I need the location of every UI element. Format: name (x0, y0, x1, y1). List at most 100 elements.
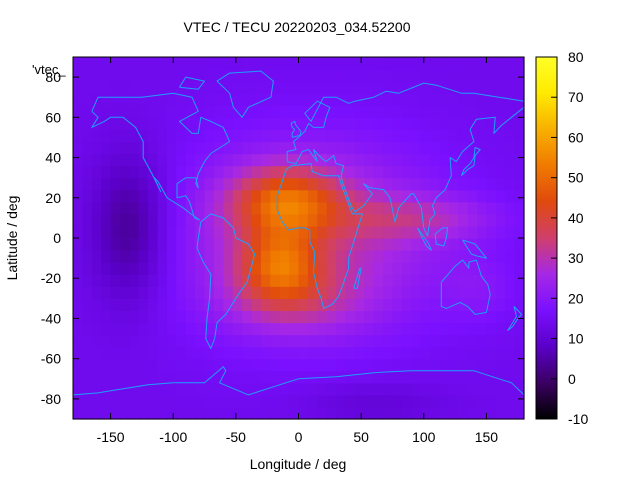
heatmap-cell (411, 382, 422, 396)
heatmap-cell (73, 201, 83, 215)
heatmap-cell (317, 57, 328, 70)
heatmap-cell (439, 250, 450, 263)
heatmap-cell (195, 406, 206, 420)
heatmap-cell (138, 105, 149, 118)
heatmap-cell (195, 69, 206, 82)
heatmap-cell (458, 177, 469, 191)
heatmap-cell (157, 382, 168, 396)
heatmap-cell (486, 201, 497, 215)
heatmap-cell (411, 334, 422, 348)
heatmap-cell (439, 274, 450, 287)
heatmap-cell (514, 153, 525, 167)
heatmap-cell (411, 346, 422, 360)
heatmap-cell (176, 93, 187, 106)
heatmap-cell (345, 165, 356, 179)
heatmap-cell (101, 382, 112, 396)
heatmap-cell (176, 129, 187, 143)
heatmap-cell (458, 286, 469, 299)
heatmap-cell (458, 69, 469, 82)
heatmap-cell (270, 358, 281, 372)
heatmap-cell (157, 177, 168, 191)
heatmap-cell (354, 382, 365, 396)
heatmap-cell (477, 286, 488, 299)
heatmap-cell (477, 274, 488, 287)
heatmap-cell (467, 286, 478, 299)
heatmap-cell (345, 382, 356, 396)
heatmap-cell (279, 334, 290, 348)
heatmap-cell (110, 177, 121, 191)
heatmap-cell (270, 81, 281, 94)
heatmap-cell (270, 406, 281, 420)
heatmap-cell (138, 274, 149, 287)
heatmap-cell (157, 346, 168, 360)
heatmap-cell (101, 250, 112, 263)
heatmap-cell (467, 250, 478, 263)
heatmap-cell (495, 93, 506, 106)
heatmap-cell (101, 238, 112, 251)
heatmap-cell (439, 262, 450, 275)
heatmap-cell (213, 225, 224, 239)
heatmap-cell (129, 105, 140, 118)
heatmap-cell (448, 165, 459, 179)
heatmap-cell (279, 93, 290, 106)
heatmap-cell (383, 310, 394, 324)
heatmap-cell (486, 346, 497, 360)
heatmap-cell (420, 69, 431, 82)
heatmap-cell (157, 286, 168, 299)
heatmap-cell (185, 238, 196, 251)
heatmap-cell (383, 177, 394, 191)
heatmap-cell (420, 394, 431, 408)
heatmap-cell (176, 225, 187, 239)
heatmap-cell (223, 225, 234, 239)
heatmap-cell (223, 201, 234, 215)
heatmap-cell (232, 213, 243, 227)
heatmap-cell (326, 406, 337, 420)
heatmap-cell (486, 213, 497, 227)
heatmap-cell (185, 286, 196, 299)
heatmap-cell (420, 189, 431, 203)
heatmap-cell (336, 238, 347, 251)
heatmap-cell (232, 250, 243, 263)
heatmap-cell (119, 141, 130, 155)
heatmap-cell (166, 93, 177, 106)
heatmap-cell (336, 274, 347, 287)
heatmap-cell (185, 129, 196, 143)
heatmap-cell (317, 105, 328, 118)
heatmap-cell (138, 250, 149, 263)
heatmap-cell (336, 81, 347, 94)
heatmap-cell (185, 225, 196, 239)
heatmap-cell (458, 57, 469, 70)
heatmap-cell (307, 117, 318, 130)
heatmap-cell (505, 250, 516, 263)
heatmap-cell (251, 57, 262, 70)
heatmap-cell (148, 286, 159, 299)
heatmap-cell (157, 334, 168, 348)
heatmap-cell (392, 81, 403, 94)
heatmap-cell (279, 322, 290, 336)
heatmap-cell (392, 141, 403, 155)
heatmap-cell (204, 394, 215, 408)
heatmap-cell (195, 225, 206, 239)
heatmap-cell (279, 189, 290, 203)
heatmap-cell (505, 274, 516, 287)
heatmap-cell (110, 262, 121, 275)
heatmap-cell (392, 93, 403, 106)
heatmap-cell (110, 93, 121, 106)
y-tick-label: -80 (41, 391, 61, 407)
heatmap-cell (251, 274, 262, 287)
heatmap-cell (251, 334, 262, 348)
heatmap-cell (364, 189, 375, 203)
heatmap-cell (223, 322, 234, 336)
coastline-new-zealand (507, 306, 522, 331)
heatmap-cell (101, 262, 112, 275)
heatmap-cell (317, 129, 328, 143)
heatmap-cell (110, 117, 121, 130)
coastline-borneo (434, 227, 449, 247)
heatmap-cell (495, 394, 506, 408)
heatmap-cell (119, 57, 130, 70)
heatmap-cell (505, 406, 516, 420)
heatmap-cell (223, 298, 234, 311)
heatmap-cell (213, 213, 224, 227)
heatmap-cell (448, 346, 459, 360)
heatmap-cell (326, 334, 337, 348)
